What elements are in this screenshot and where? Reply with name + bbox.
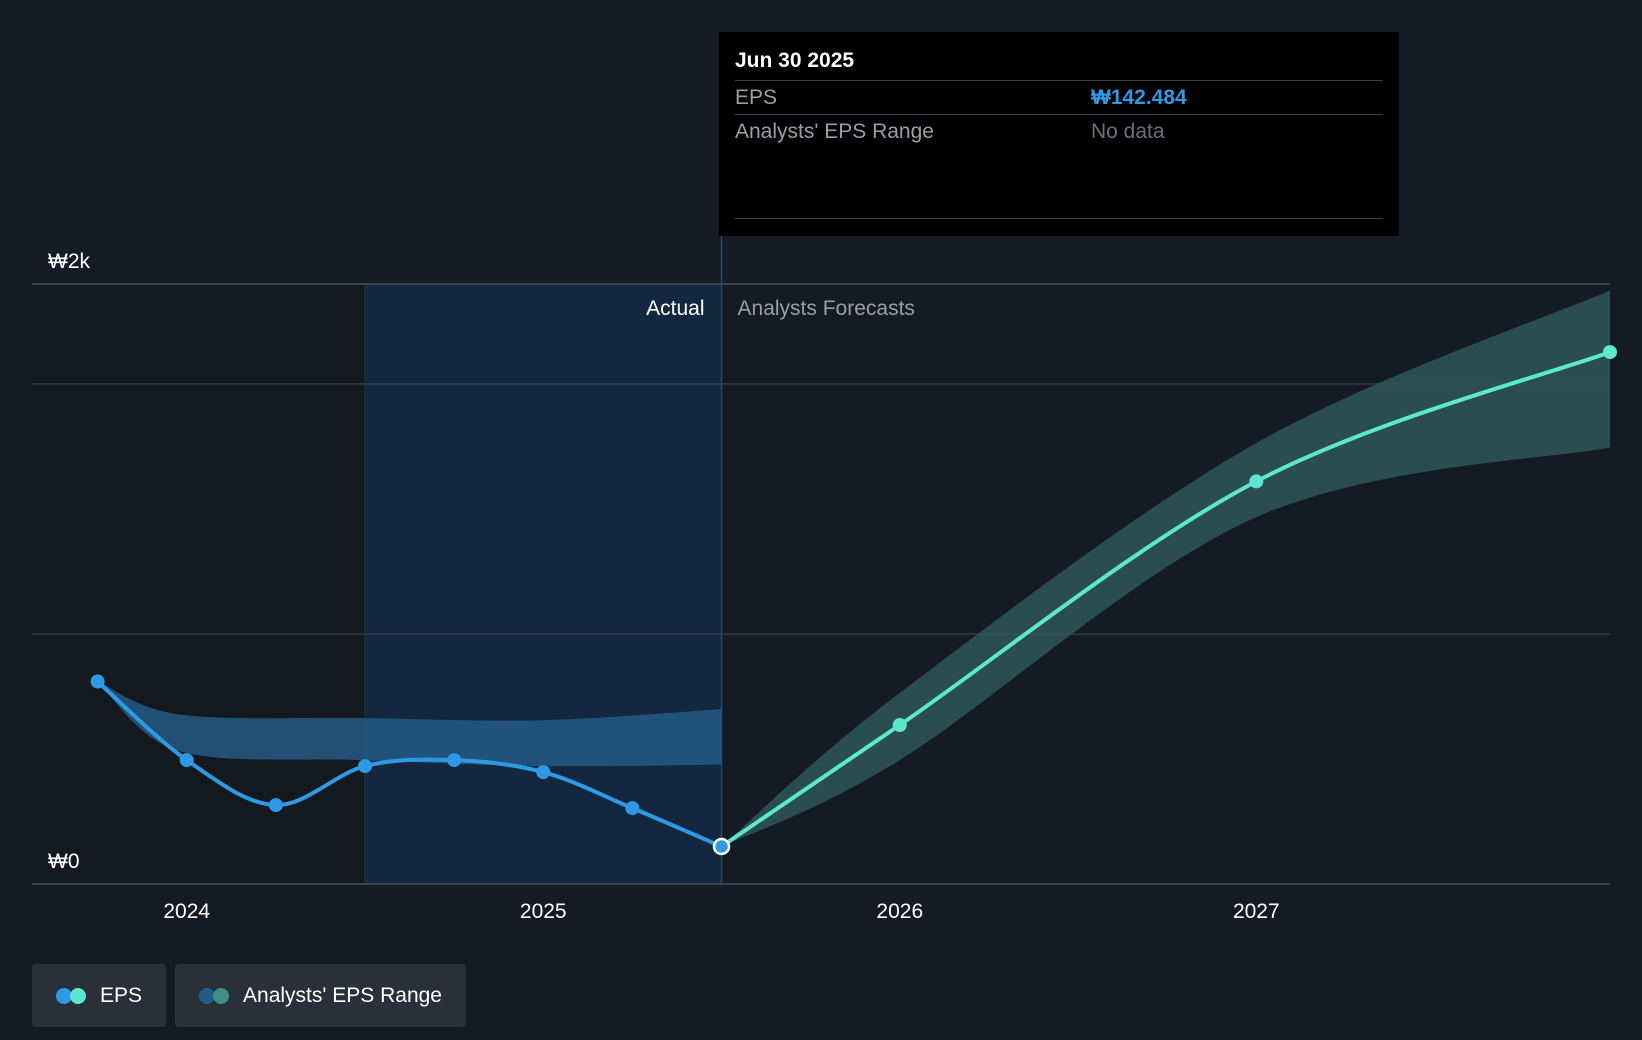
tooltip-range-label: Analysts' EPS Range xyxy=(735,119,934,143)
legend: EPS Analysts' EPS Range xyxy=(32,964,466,1027)
legend-range-icon xyxy=(199,987,230,1004)
legend-range-label: Analysts' EPS Range xyxy=(243,983,442,1007)
tooltip-divider xyxy=(735,218,1383,219)
eps-actual-point-6 xyxy=(625,801,640,816)
tooltip-row-eps: EPS ₩142.484 xyxy=(735,80,1383,114)
forecast-label: Analysts Forecasts xyxy=(738,297,915,320)
eps-forecast-point-1 xyxy=(892,718,907,732)
eps-actual-point-0 xyxy=(90,674,105,689)
eps-actual-point-4 xyxy=(447,753,462,768)
legend-eps-icon xyxy=(56,987,86,1004)
legend-item-range[interactable]: Analysts' EPS Range xyxy=(175,964,466,1027)
actual-label: Actual xyxy=(646,297,704,320)
eps-actual-point-1 xyxy=(179,753,194,768)
y-tick-label-0: ₩0 xyxy=(48,850,80,873)
tooltip-range-value: No data xyxy=(1091,119,1165,143)
y-tick-label-1: ₩2k xyxy=(48,250,91,273)
legend-range-dot-forecast xyxy=(213,987,230,1004)
legend-eps-dot-actual xyxy=(56,987,72,1004)
tooltip-eps-label: EPS xyxy=(735,85,778,109)
eps-range-band-forecast xyxy=(721,290,1610,847)
tooltip-eps-value: ₩142.484 xyxy=(1091,85,1187,109)
eps-actual-point-2 xyxy=(268,798,283,813)
tooltip-date: Jun 30 2025 xyxy=(735,49,855,72)
highlight-region xyxy=(364,284,722,884)
tooltip: Jun 30 2025 EPS ₩142.484 Analysts' EPS R… xyxy=(719,32,1399,236)
legend-eps-label: EPS xyxy=(100,983,143,1007)
x-tick-label-2: 2026 xyxy=(876,900,923,923)
legend-range-dot-actual xyxy=(199,987,216,1004)
eps-actual-point-5 xyxy=(536,765,551,780)
eps-range-band-past xyxy=(97,681,722,767)
eps-forecast-point-3 xyxy=(1603,345,1617,360)
legend-item-eps[interactable]: EPS xyxy=(32,964,167,1027)
selected-point xyxy=(712,837,731,856)
x-tick-label-3: 2027 xyxy=(1233,900,1280,923)
x-tick-label-0: 2024 xyxy=(163,900,210,923)
x-tick-label-1: 2025 xyxy=(520,900,567,923)
eps-actual-point-3 xyxy=(357,759,372,774)
eps-forecast-point-2 xyxy=(1249,474,1264,489)
legend-eps-dot-forecast xyxy=(70,987,86,1004)
tooltip-row-range: Analysts' EPS Range No data xyxy=(735,114,1383,148)
eps-forecast-line xyxy=(719,350,1612,849)
